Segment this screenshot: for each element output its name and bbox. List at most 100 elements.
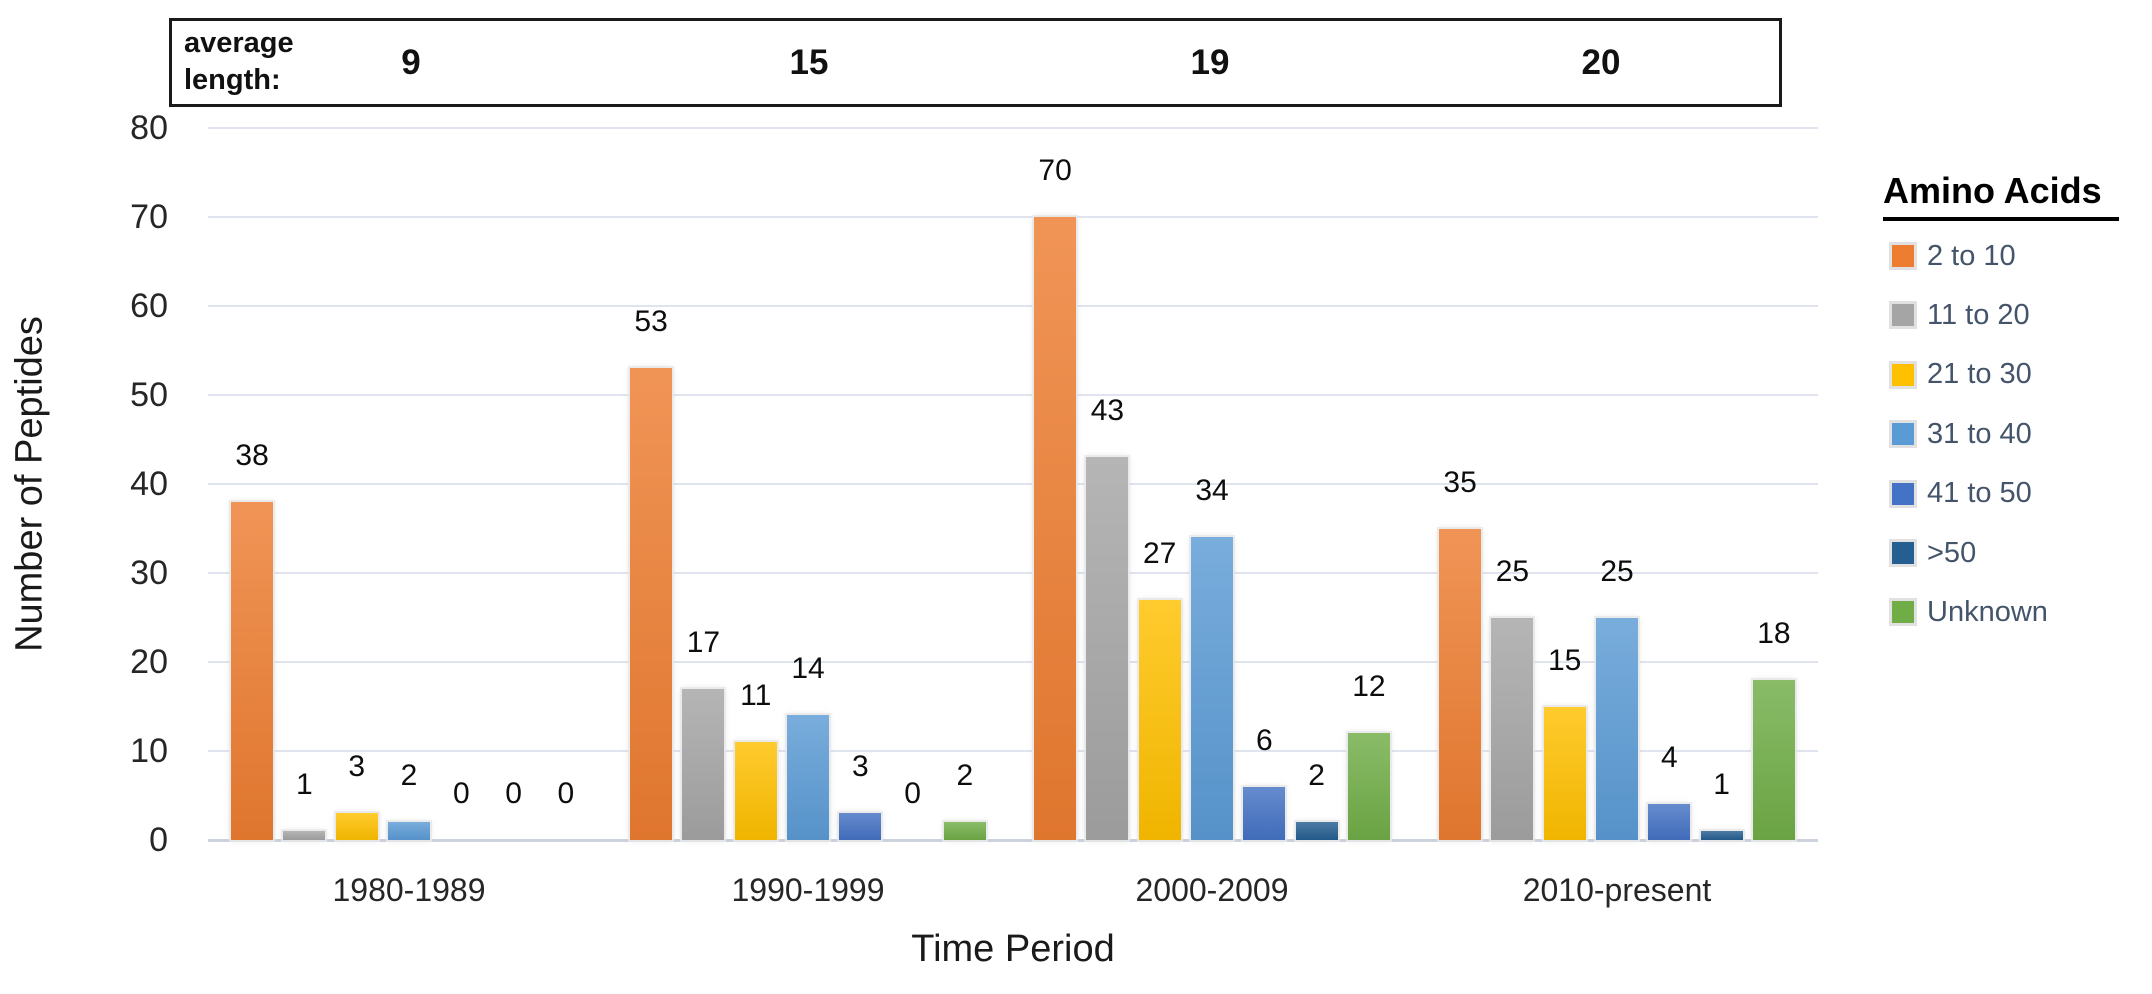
bar-41-to-50-2010-present [1648,804,1691,840]
bar-Unknown-1990-1999 [943,822,986,840]
bar-value-label: 0 [557,777,575,810]
bar-value-label: 53 [634,305,668,339]
bar-value-label: 12 [1352,670,1386,704]
legend-item-label: 41 to 50 [1927,477,2032,510]
average-length-value: 9 [401,42,421,82]
average-length-value: 15 [789,42,829,82]
bar-value-label: 35 [1443,465,1477,499]
gridline-60 [208,305,1818,307]
bar-value-label: 3 [348,750,366,784]
bar-31-to-40-1990-1999 [787,715,829,840]
bar-value-label: 0 [505,777,522,810]
legend-item-21-to-30: 21 to 30 [1892,357,2032,393]
legend-item-2-to-10: 2 to 10 [1892,238,2016,274]
legend-item-41-to-50: 41 to 50 [1892,476,2032,512]
legend-item-11-to-20: 11 to 20 [1892,297,2030,333]
category-label: 2000-2009 [1135,872,1289,908]
y-axis-tick-label: 10 [130,732,168,770]
bar-value-label: 1 [296,768,313,802]
legend-swatch-icon [1892,363,1914,386]
legend-item->50: >50 [1892,535,1976,571]
bar-value-label: 18 [1757,616,1791,650]
bar-value-label: 2 [400,759,418,793]
legend-title: Amino Acids [1883,170,2119,221]
bar-31-to-40-1980-1989 [388,822,430,840]
y-axis-tick-label: 40 [130,465,168,503]
bar-value-label: 1 [1713,768,1730,802]
bar->50-2000-2009 [1295,822,1338,840]
legend-swatch-icon [1892,542,1914,564]
legend-item-Unknown: Unknown [1892,594,2048,630]
bar-value-label: 6 [1255,723,1273,757]
bar-value-label: 27 [1143,536,1177,570]
bar-21-to-30-1980-1989 [335,813,378,840]
legend-item-label: 11 to 20 [1927,298,2030,331]
bar-value-label: 14 [791,652,825,686]
bar-21-to-30-2000-2009 [1138,599,1181,840]
legend-swatch-icon [1892,423,1914,446]
x-axis-line [208,839,1818,842]
x-axis-title: Time Period [911,928,1115,970]
legend-item-label: Unknown [1927,595,2048,628]
bar-value-label: 0 [904,777,921,810]
legend-swatch-icon [1892,601,1914,624]
average-length-label: average length: [184,27,294,96]
bar-value-label: 17 [686,625,721,659]
bar-Unknown-2000-2009 [1347,733,1390,840]
legend-swatch-icon [1892,245,1914,267]
average-length-value: 20 [1581,42,1621,82]
bar-value-label: 25 [1600,554,1634,588]
y-axis-tick-label: 80 [130,109,168,147]
bar-Unknown-2010-present [1752,679,1795,840]
bar-2-to-10-2010-present [1439,528,1482,840]
bar->50-2010-present [1700,831,1743,840]
average-length-box: average length: 9 15 19 20 [169,18,1782,107]
bar-value-label: 70 [1038,154,1072,187]
bar-value-label: 25 [1495,554,1530,588]
bar-2-to-10-2000-2009 [1034,217,1077,840]
bar-value-label: 0 [452,777,470,810]
bar-11-to-20-1990-1999 [682,688,725,840]
y-axis-tick-label: 60 [130,287,168,325]
legend-item-label: 2 to 10 [1927,239,2016,272]
bar-value-label: 2 [1308,759,1325,793]
bar-41-to-50-2000-2009 [1243,786,1286,840]
bar-21-to-30-1990-1999 [734,742,777,840]
bar-value-label: 15 [1548,643,1582,677]
gridline-10 [208,750,1818,752]
y-axis-tick-label: 30 [130,554,168,592]
bar-31-to-40-2000-2009 [1191,537,1233,840]
bar-11-to-20-2000-2009 [1086,457,1129,840]
gridline-30 [208,572,1818,574]
bar-value-label: 43 [1090,394,1125,428]
gridline-20 [208,661,1818,663]
gridline-70 [208,216,1818,218]
bar-value-label: 38 [235,438,269,472]
bar-value-label: 3 [851,750,869,784]
bar-31-to-40-2010-present [1596,617,1638,840]
y-axis-title: Number of Peptides [8,316,51,652]
legend-item-label: 21 to 30 [1927,358,2032,391]
legend-swatch-icon [1892,482,1914,505]
bar-value-label: 11 [740,679,772,713]
bar-11-to-20-2010-present [1491,617,1534,840]
y-axis-tick-label: 70 [130,198,168,236]
bar-value-label: 34 [1195,474,1229,508]
bar-21-to-30-2010-present [1543,706,1586,840]
average-length-value: 19 [1190,42,1230,82]
category-label: 1980-1989 [332,872,486,908]
category-label: 1990-1999 [731,872,885,908]
gridline-40 [208,483,1818,485]
legend-swatch-icon [1892,304,1914,327]
bar-value-label: 4 [1660,741,1678,775]
gridline-80 [208,127,1818,129]
gridline-50 [208,394,1818,396]
bar-value-label: 2 [956,759,974,793]
y-axis-tick-label: 0 [149,821,168,859]
bar-41-to-50-1990-1999 [839,813,882,840]
legend-item-label: >50 [1927,536,1977,569]
y-axis-tick-label: 20 [130,643,168,681]
bar-11-to-20-1980-1989 [283,831,326,840]
legend-item-label: 31 to 40 [1927,417,2032,450]
